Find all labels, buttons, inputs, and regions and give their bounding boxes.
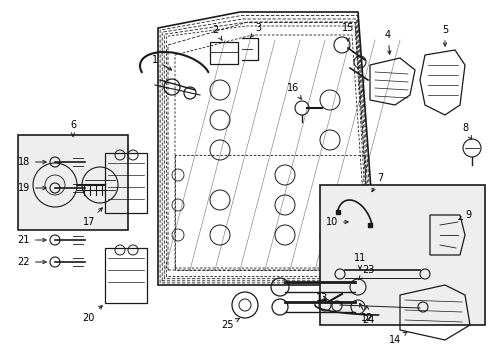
Text: 1: 1 <box>152 55 171 70</box>
Bar <box>18 135 128 230</box>
Text: 19: 19 <box>18 183 46 193</box>
Bar <box>105 248 147 303</box>
Text: 4: 4 <box>384 30 390 54</box>
Text: 7: 7 <box>371 173 382 192</box>
Text: 15: 15 <box>341 23 353 41</box>
Bar <box>209 42 238 64</box>
Text: 8: 8 <box>461 123 470 139</box>
Text: 13: 13 <box>315 293 327 303</box>
Bar <box>105 153 147 213</box>
Text: 2: 2 <box>211 25 222 40</box>
Text: 3: 3 <box>250 23 261 37</box>
Bar <box>319 185 484 325</box>
Text: 14: 14 <box>388 332 406 345</box>
Text: 17: 17 <box>82 208 102 227</box>
Text: 21: 21 <box>18 235 46 245</box>
Text: 10: 10 <box>325 217 347 227</box>
Text: 23: 23 <box>358 265 373 280</box>
Text: 22: 22 <box>18 257 46 267</box>
Text: 16: 16 <box>286 83 301 99</box>
Text: 24: 24 <box>359 303 373 325</box>
Text: 18: 18 <box>18 157 46 167</box>
Text: 12: 12 <box>360 306 372 323</box>
Text: 25: 25 <box>221 318 239 330</box>
Text: 6: 6 <box>70 120 76 136</box>
Text: 20: 20 <box>82 306 102 323</box>
Text: 9: 9 <box>458 210 470 220</box>
Text: 5: 5 <box>441 25 447 46</box>
Text: 11: 11 <box>353 253 366 269</box>
